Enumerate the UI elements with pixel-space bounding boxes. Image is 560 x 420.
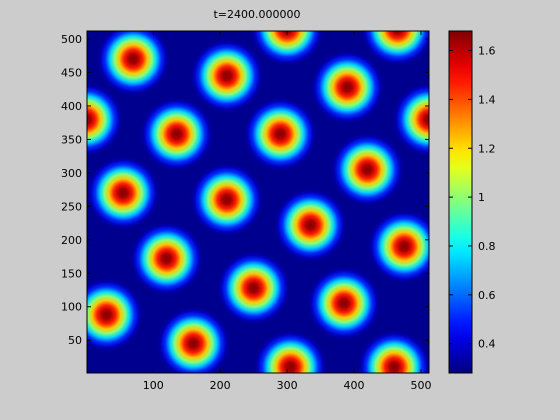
heatmap-spot [243,96,318,172]
heatmap-spot [360,31,429,67]
heatmap-spot [139,96,215,172]
heatmap-spot [253,329,328,373]
colorbar-tick-label: 0.6 [478,289,496,302]
heatmap-spot [95,31,171,97]
colorbar [448,30,473,374]
y-tick-label: 100 [61,301,82,314]
y-tick-label: 150 [61,267,82,280]
x-tick-label: 400 [344,379,365,392]
colorbar-tick-label: 1.2 [478,142,496,155]
heatmap-spot [309,49,385,125]
heatmap-spot [391,81,429,157]
heatmap-spot [129,221,205,296]
x-axis: 100 200 300 400 500 [143,31,431,392]
y-tick-label: 300 [61,167,82,180]
heatmap-spot [87,277,144,353]
colorbar-tick-label: 1 [478,191,485,204]
y-tick-label: 450 [61,66,82,79]
heatmap-spot [87,81,124,157]
heatmap-spot [189,162,265,238]
plot-border [86,30,430,374]
colorbar-tick-label: 0.8 [478,240,496,253]
y-tick-label: 50 [68,334,82,347]
heatmap-spot [189,38,265,114]
heatmap-field [87,31,429,373]
colorbar-tick-label: 0.4 [478,338,496,351]
colorbar-axis: 0.4 0.6 0.8 1 1.2 1.4 1.6 [449,45,496,351]
heatmap-spot [216,250,292,326]
heatmap-spot [356,329,429,373]
heatmap-spot [273,187,348,263]
x-tick-label: 500 [410,379,431,392]
heatmap-spot [366,209,429,284]
heatmap-spot [330,132,405,207]
x-tick-label: 100 [143,379,164,392]
heatmap-spot [87,155,161,231]
y-tick-label: 400 [61,100,82,113]
heatmap-spot [306,265,382,341]
heatmap-spot [156,306,231,373]
x-tick-label: 300 [277,379,298,392]
chart-title: t=2400.000000 [213,8,300,21]
y-tick-label: 250 [61,200,82,213]
y-axis: 50 100 150 200 250 300 350 400 450 500 [61,33,429,347]
y-tick-label: 500 [61,33,82,46]
heatmap-spot [249,31,325,67]
y-tick-label: 350 [61,133,82,146]
colorbar-tick-label: 1.6 [478,45,496,58]
y-tick-label: 200 [61,234,82,247]
colorbar-tick-label: 1.4 [478,93,496,106]
x-tick-label: 200 [210,379,231,392]
